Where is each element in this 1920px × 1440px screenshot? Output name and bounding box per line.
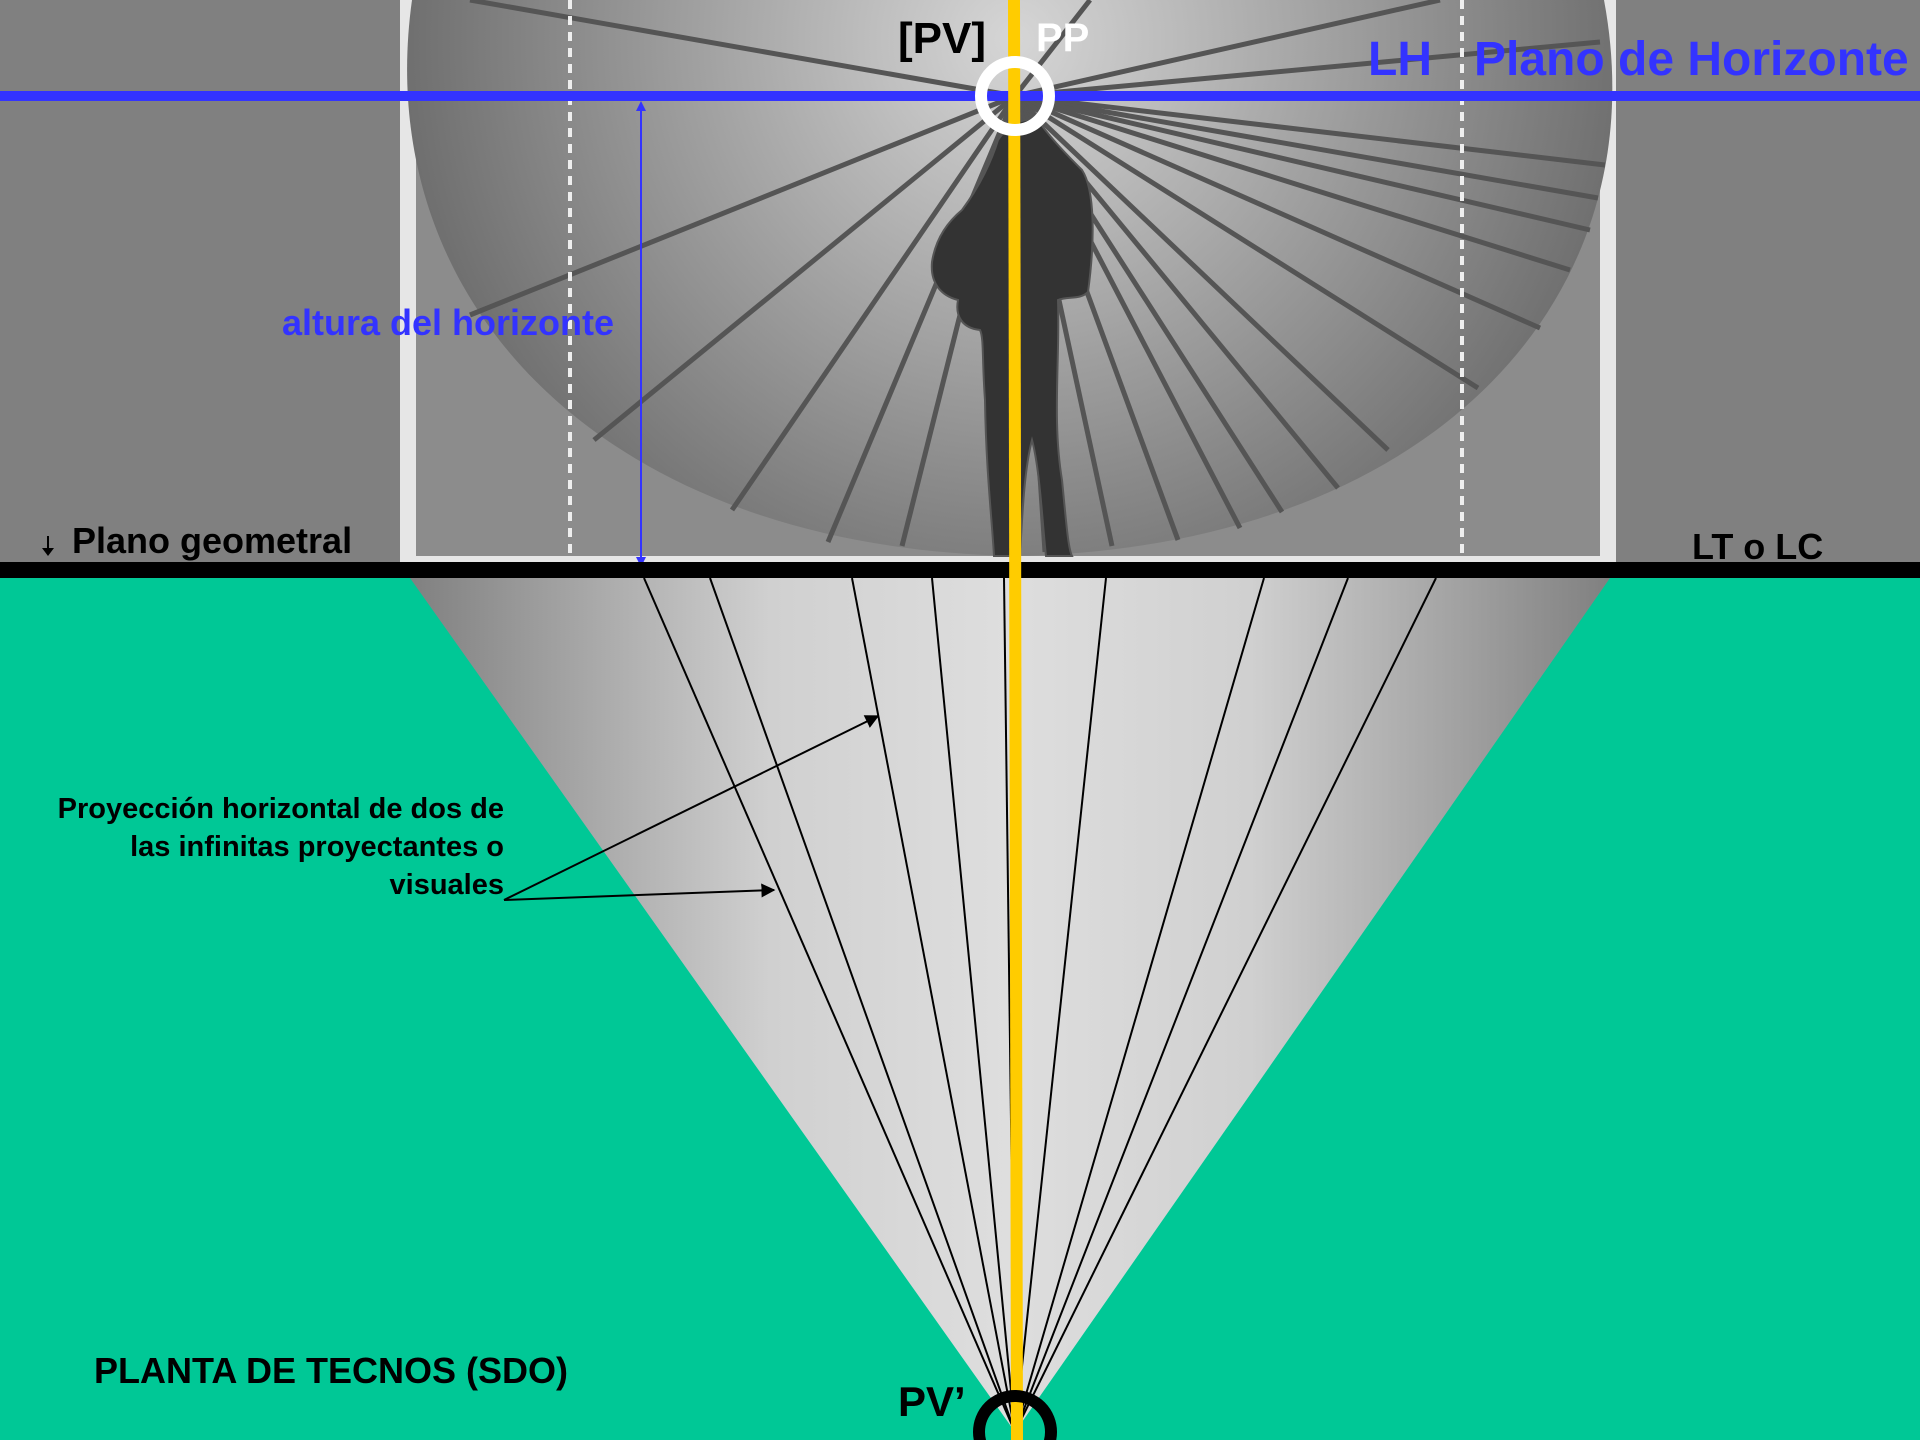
visual-ray — [729, 94, 1018, 512]
central-ray — [1008, 0, 1023, 1440]
ground-line — [0, 562, 1920, 578]
plan-ray — [1014, 577, 1107, 1433]
pv-prime-label: PV’ — [898, 1378, 966, 1425]
lh-label: LH — [1368, 33, 1432, 86]
visual-ray — [592, 94, 1017, 442]
planta-label: PLANTA DE TECNOS (SDO) — [94, 1350, 568, 1391]
visual-ray — [1013, 94, 1390, 452]
visual-ray — [1014, 0, 1441, 99]
callout-arrow-upper — [503, 715, 880, 901]
plan-ray — [931, 577, 1016, 1433]
callout-arrow-lower — [503, 883, 776, 901]
visual-ray — [1013, 0, 1092, 98]
altura-horizonte-label: altura del horizonte — [282, 302, 615, 343]
visual-ray — [1014, 93, 1591, 233]
plano-horizonte-label: Plano de Horizonte — [1474, 33, 1909, 86]
visual-ray — [1014, 93, 1571, 273]
pp-label: PP — [1036, 16, 1090, 60]
visual-ray — [1014, 93, 1599, 201]
plano-geometral-arrow-icon — [42, 548, 54, 556]
plan-ray — [1014, 577, 1265, 1433]
pv-label: [PV] — [898, 14, 986, 63]
lt-lc-label: LT o LC — [1692, 526, 1824, 567]
visual-ray — [1014, 93, 1606, 168]
visual-ray — [1014, 39, 1601, 99]
plan-ray — [1014, 577, 1349, 1433]
viewpoint-plan-ring-icon — [973, 1390, 1057, 1440]
plano-geometral-label: Plano geometral — [72, 520, 353, 561]
plan-ray — [709, 577, 1016, 1433]
proyeccion-note: Proyección horizontal de dos de las infi… — [57, 793, 504, 901]
visual-ray — [1013, 93, 1542, 331]
visual-ray — [469, 93, 1016, 318]
principal-point-ring-icon — [975, 56, 1055, 136]
plan-ray — [643, 577, 1016, 1433]
visual-ray — [1013, 93, 1480, 391]
plan-ray — [1014, 577, 1437, 1433]
visual-ray — [825, 95, 1018, 543]
visual-ray — [469, 0, 1016, 99]
